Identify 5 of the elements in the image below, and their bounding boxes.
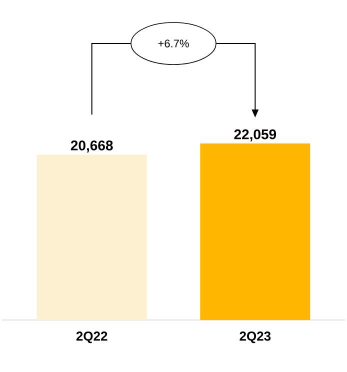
data-label: 22,059: [234, 129, 276, 142]
data-label: 20,668: [70, 140, 113, 152]
text: +6.7%: [158, 40, 189, 48]
x-tick-label: 2Q23: [240, 332, 271, 344]
x-tick-label: 2Q22: [76, 332, 108, 344]
